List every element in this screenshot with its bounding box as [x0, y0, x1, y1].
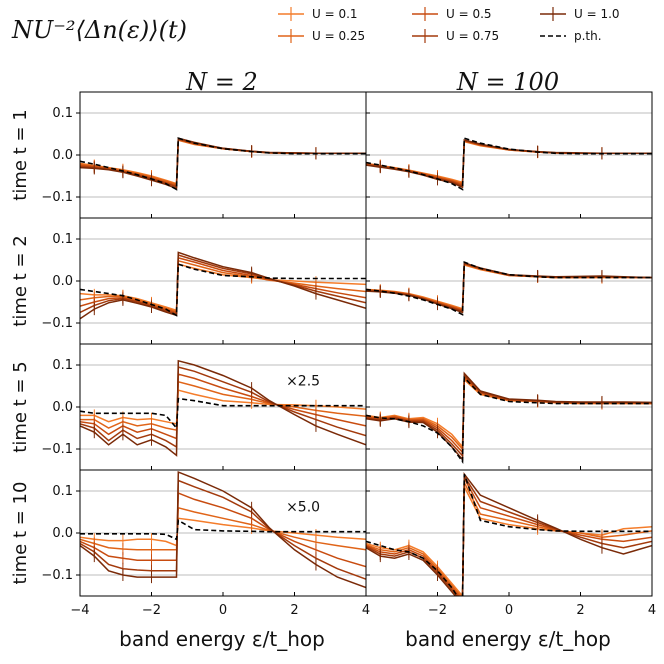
series-line-p-th- — [80, 137, 366, 191]
y-tick-label: −0.1 — [41, 568, 73, 583]
scale-annotation: ×5.0 — [286, 500, 320, 516]
y-tick-label: 0.0 — [52, 400, 73, 415]
y-tick-label: −0.1 — [41, 190, 73, 205]
legend-item: p.th. — [540, 29, 602, 43]
panel-r2-c0: −0.1 0.0 0.1 ×2.5 — [41, 343, 367, 471]
series-line-u-0-5 — [366, 139, 652, 186]
series-line-u-0-5 — [366, 262, 652, 312]
series-line-u-1-0 — [366, 371, 652, 462]
row-label-2: time t = 5 — [10, 361, 31, 452]
x-tick-label: 4 — [648, 603, 656, 618]
series-line-u-1-0 — [80, 471, 366, 589]
legend-item: U = 1.0 — [540, 7, 620, 21]
series-line-p-th- — [80, 263, 366, 317]
legend-label: U = 0.5 — [446, 7, 492, 21]
figure-title: NU⁻²⟨Δn(ε)⟩(t) — [11, 16, 187, 44]
y-tick-label: 0.0 — [52, 526, 73, 541]
x-axis-label-left: band energy ε/t_hop — [119, 627, 325, 651]
series-line-p-th- — [366, 375, 652, 464]
x-axis-label-right: band energy ε/t_hop — [405, 627, 611, 651]
series-line-p-th- — [80, 519, 366, 541]
y-tick-label: 0.1 — [52, 484, 73, 499]
series-line-u-1-0 — [80, 359, 366, 457]
y-tick-label: 0.1 — [52, 106, 73, 121]
legend-item: U = 0.1 — [278, 7, 358, 21]
series-line-u-1-0 — [366, 138, 652, 189]
panels: −0.1 0.0 0.1 −0.1 0.0 0.1 −0.1 0.0 0.1 ×2.5 −0.1 0.… — [41, 91, 656, 618]
y-tick-label: −0.1 — [41, 316, 73, 331]
y-tick-label: −0.1 — [41, 442, 73, 457]
x-tick-label: 4 — [362, 603, 370, 618]
legend-label: p.th. — [574, 29, 602, 43]
panel-r1-c0: −0.1 0.0 0.1 — [41, 217, 367, 345]
legend-item: U = 0.75 — [412, 29, 499, 43]
x-tick-label: −2 — [142, 603, 161, 618]
panel-r1-c1 — [365, 217, 653, 345]
panel-r0-c1 — [365, 91, 653, 219]
series-line-p-th- — [366, 473, 652, 596]
series-line-p-th- — [366, 260, 652, 316]
column-title-n2: N = 2 — [185, 68, 258, 96]
y-tick-label: 0.1 — [52, 232, 73, 247]
series-line-u-0-75 — [80, 138, 366, 188]
series-line-u-1-0 — [80, 137, 366, 190]
series-line-u-0-1 — [366, 264, 652, 310]
x-tick-label: −2 — [428, 603, 447, 618]
series-line-p-th- — [366, 137, 652, 191]
series-line-u-0-75 — [366, 262, 652, 313]
legend: U = 0.1 U = 0.5 U = 1.0 U = 0.25 U = 0.75 p.t… — [278, 7, 620, 43]
x-tick-label: 2 — [576, 603, 584, 618]
y-tick-label: 0.0 — [52, 274, 73, 289]
column-title-n100: N = 100 — [456, 68, 559, 96]
scale-annotation: ×2.5 — [286, 374, 320, 390]
panel-r3-c1: −2 0 2 4 — [365, 469, 656, 618]
row-label-0: time t = 1 — [10, 109, 31, 200]
series-line-u-1-0 — [80, 251, 366, 320]
row-labels: time t = 1 time t = 2 time t = 5 time t = 1… — [10, 109, 31, 584]
y-tick-label: 0.1 — [52, 358, 73, 373]
series-line-u-0-75 — [366, 139, 652, 188]
panel-r3-c0: −0.1 0.0 0.1 −4 −2 0 2 4 ×5.0 — [41, 469, 370, 618]
panel-r0-c0: −0.1 0.0 0.1 — [41, 91, 367, 219]
x-tick-label: 2 — [290, 603, 298, 618]
series-line-p-th- — [80, 397, 366, 431]
legend-item: U = 0.5 — [412, 7, 492, 21]
row-label-3: time t = 10 — [10, 482, 31, 585]
series-line-u-0-25 — [366, 263, 652, 311]
y-tick-label: 0.0 — [52, 148, 73, 163]
legend-label: U = 0.1 — [312, 7, 358, 21]
legend-label: U = 0.25 — [312, 29, 365, 43]
legend-item: U = 0.25 — [278, 29, 365, 43]
legend-label: U = 0.75 — [446, 29, 499, 43]
series-line-u-0-5 — [80, 138, 366, 187]
x-tick-label: −4 — [70, 603, 89, 618]
x-tick-label: 0 — [219, 603, 227, 618]
legend-label: U = 1.0 — [574, 7, 620, 21]
panel-r2-c1 — [365, 343, 653, 471]
series-line-u-0-5 — [366, 475, 652, 596]
x-tick-label: 0 — [505, 603, 513, 618]
row-label-1: time t = 2 — [10, 235, 31, 326]
